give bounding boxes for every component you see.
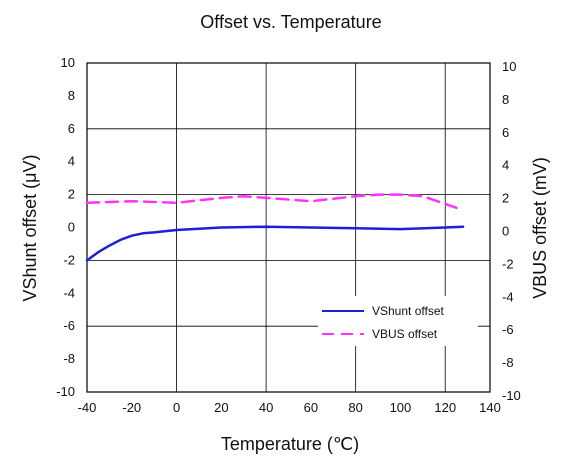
x-tick-label: 20: [214, 400, 228, 415]
y-tick-label: 4: [68, 154, 75, 169]
grid-lines: [87, 63, 490, 392]
y2-tick-label: 0: [502, 224, 509, 239]
legend-label-vshunt: VShunt offset: [372, 304, 444, 318]
y-tick-label: -4: [63, 285, 75, 300]
y-tick-label: 2: [68, 187, 75, 202]
x-tick-labels: -40 -20 0 20 40 60 80 100 120 140: [78, 400, 501, 415]
x-tick-label: 120: [434, 400, 456, 415]
y2-tick-labels: -10 -8 -6 -4 -2 0 2 4 6 8 10: [502, 59, 521, 403]
y2-tick-label: -6: [502, 322, 514, 337]
y-tick-label: 10: [61, 55, 75, 70]
y-tick-label: -6: [63, 318, 75, 333]
series-line-vshunt: [85, 225, 465, 262]
y-axis-label: VShunt offset (μV): [20, 154, 40, 301]
y-tick-labels: -10 -8 -6 -4 -2 0 2 4 6 8 10: [56, 55, 75, 399]
x-tick-label: 60: [304, 400, 318, 415]
x-tick-label: -20: [122, 400, 141, 415]
y2-tick-label: 10: [502, 59, 516, 74]
y2-axis-label: VBUS offset (mV): [530, 157, 550, 299]
y-tick-label: 8: [68, 88, 75, 103]
legend: VShunt offset VBUS offset: [318, 296, 478, 346]
x-tick-label: 100: [390, 400, 412, 415]
y2-tick-label: 6: [502, 125, 509, 140]
series-lines: [85, 193, 465, 262]
series-line-vbus: [85, 193, 458, 210]
y-tick-label: -8: [63, 351, 75, 366]
y-tick-label: 6: [68, 121, 75, 136]
x-tick-label: -40: [78, 400, 97, 415]
y2-tick-label: 2: [502, 191, 509, 206]
y2-tick-label: 8: [502, 92, 509, 107]
plot-frame: [86, 62, 491, 393]
y2-tick-label: -10: [502, 388, 521, 403]
y-tick-label: -10: [56, 384, 75, 399]
y2-tick-label: 4: [502, 158, 509, 173]
x-tick-label: 140: [479, 400, 501, 415]
y2-tick-label: -8: [502, 355, 514, 370]
chart-title: Offset vs. Temperature: [200, 12, 381, 32]
x-tick-label: 0: [173, 400, 180, 415]
y2-tick-label: -2: [502, 256, 514, 271]
x-tick-label: 80: [348, 400, 362, 415]
y-tick-label: 0: [68, 220, 75, 235]
legend-label-vbus: VBUS offset: [372, 327, 438, 341]
x-tick-label: 40: [259, 400, 273, 415]
y2-tick-label: -4: [502, 289, 514, 304]
x-axis-label: Temperature (℃): [221, 434, 359, 454]
y-tick-label: -2: [63, 252, 75, 267]
